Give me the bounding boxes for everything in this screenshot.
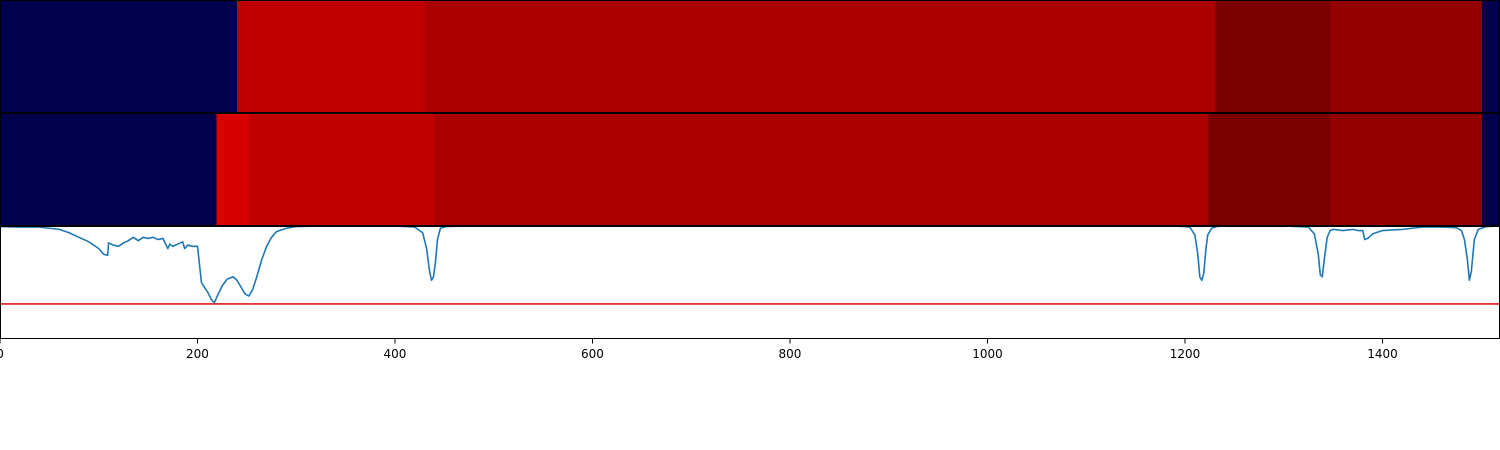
x-tick-label: 1000: [972, 347, 1003, 361]
x-tick-label: 600: [581, 347, 604, 361]
heatmap-cell: [1208, 113, 1331, 225]
heatmap-cell: [1482, 113, 1500, 225]
heatmap-cell: [434, 113, 1209, 225]
heatmap-layer: [0, 0, 1500, 225]
heatmap-cell: [236, 0, 426, 112]
x-tick-label: 200: [186, 347, 209, 361]
line-panel: [0, 225, 1500, 305]
heatmap-cell: [0, 113, 217, 225]
heatmap-cell: [1330, 0, 1483, 112]
heatmap-cell: [425, 0, 1216, 112]
x-tick-label: 1400: [1367, 347, 1398, 361]
series-line-1: [0, 225, 1500, 304]
x-axis: 0 200 400 600 800 1000 1200 1400: [0, 339, 1398, 361]
x-tick-label: 400: [384, 347, 407, 361]
heatmap-cell: [216, 113, 249, 225]
heatmap-cell: [1215, 0, 1331, 112]
heatmap-row-1: [0, 0, 1500, 112]
x-tick-label: 0: [0, 347, 4, 361]
heatmap-cell: [1482, 0, 1500, 112]
x-tick-label: 800: [779, 347, 802, 361]
heatmap-row-2: [0, 113, 1500, 225]
x-tick-label: 1200: [1170, 347, 1201, 361]
heatmap-cell: [0, 0, 237, 112]
heatmap-cell: [248, 113, 435, 225]
heatmap-cell: [1330, 113, 1483, 225]
